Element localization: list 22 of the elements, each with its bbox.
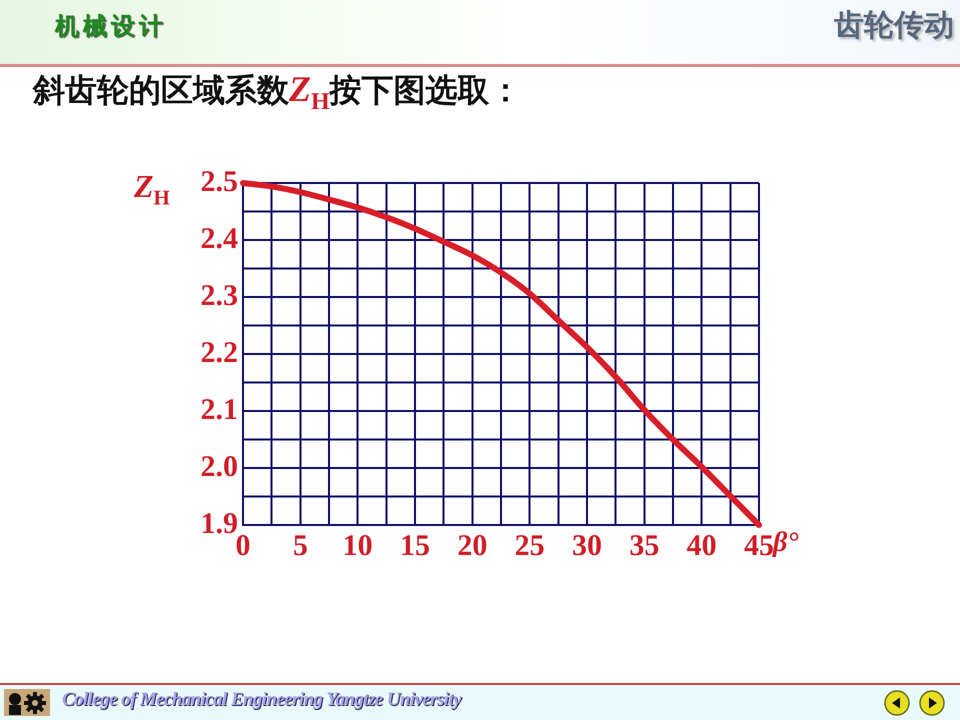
x-tick-label: 40 (686, 528, 717, 562)
y-tick-label: 2.1 (200, 392, 238, 426)
y-tick-label: 1.9 (200, 506, 238, 540)
x-tick-label: 10 (342, 528, 373, 562)
y-tick-label: 2.5 (200, 164, 238, 198)
x-tick-label: 5 (292, 528, 308, 562)
text: College of Mechanical Engineering Yangtze University (62, 689, 461, 711)
y-tick-label: 2.0 (200, 450, 238, 483)
x-tick-label: 35 (629, 528, 660, 562)
x-axis-title: β° (773, 527, 799, 559)
y-tick-label: 2.3 (200, 278, 238, 312)
y-axis-title: Z$_{H}$ (134, 168, 170, 210)
y-tick-label: 2.4 (200, 222, 238, 255)
x-tick-label: 20 (457, 528, 488, 562)
x-tick-label: 30 (572, 528, 602, 562)
y-tick-label: 2.2 (200, 336, 238, 369)
text: 齿轮传动 (834, 7, 954, 45)
x-tick-label: 15 (400, 528, 430, 562)
x-tick-label: 25 (514, 528, 545, 562)
text: 机械设计 (55, 11, 167, 42)
chart-title: 斜齿轮的区域系数Z$_{H}$按下图选取： (33, 68, 522, 116)
x-tick-label: 0 (236, 528, 250, 562)
